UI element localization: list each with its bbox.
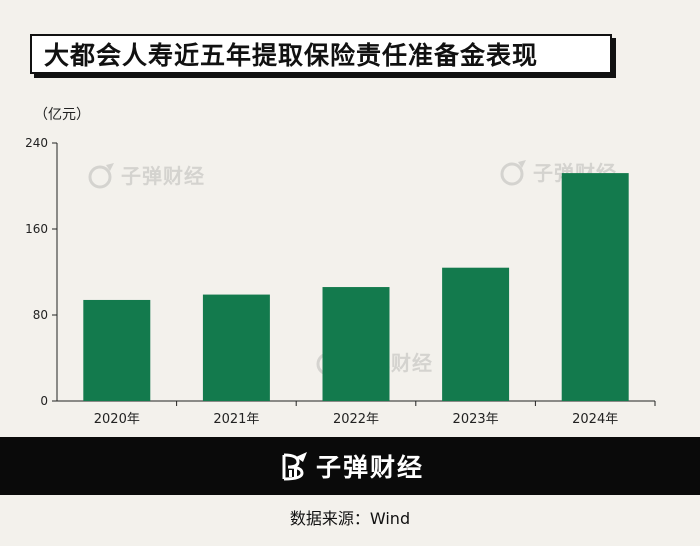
- x-tick-label: 2024年: [572, 412, 618, 427]
- watermark-text: 子弹财经: [121, 164, 205, 188]
- y-tick-label: 160: [25, 222, 48, 236]
- y-tick-label: 240: [25, 136, 48, 150]
- y-unit-label: （亿元）: [34, 107, 90, 123]
- bar-3: [322, 287, 390, 401]
- y-tick-label: 80: [33, 308, 48, 322]
- chart-title-box: 大都会人寿近五年提取保险责任准备金表现: [30, 34, 612, 74]
- chart-title: 大都会人寿近五年提取保险责任准备金表现: [44, 41, 539, 70]
- y-tick-label: 0: [40, 394, 48, 408]
- x-tick-label: 2023年: [453, 412, 499, 427]
- bar-5: [561, 173, 629, 401]
- watermark-top-left: 子弹财经: [88, 160, 205, 189]
- watermark-logo-icon: [88, 162, 114, 188]
- source-note: 数据来源：Wind: [289, 509, 411, 528]
- bar-2: [202, 294, 270, 401]
- footer-bar: 子弹财经: [0, 437, 700, 495]
- bar-4: [442, 267, 510, 401]
- x-tick-label: 2020年: [94, 412, 140, 427]
- bar-chart: 0 80 160 240 2020年 2021年 2022年 2023年 2024年: [25, 136, 656, 427]
- x-tick-label: 2022年: [333, 412, 379, 427]
- x-tick-label: 2021年: [213, 412, 259, 427]
- watermark-logo-icon: [500, 159, 526, 185]
- footer-brand-text: 子弹财经: [315, 453, 424, 482]
- bar-1: [83, 299, 151, 401]
- footer-brand: 子弹财经: [276, 448, 424, 484]
- brand-logo-icon: [282, 452, 307, 481]
